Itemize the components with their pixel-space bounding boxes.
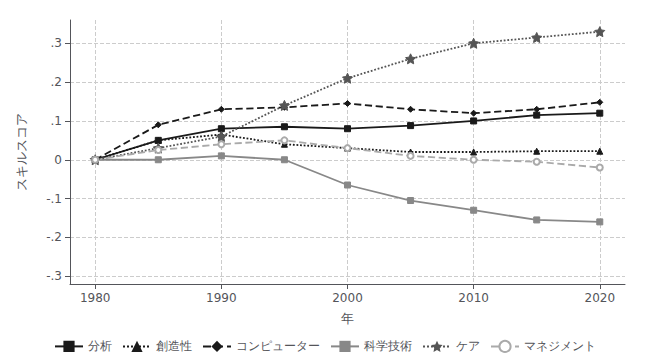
svg-text:-.2: -.2 xyxy=(46,230,62,244)
svg-text:1980: 1980 xyxy=(80,291,111,305)
svg-text:分析: 分析 xyxy=(88,339,112,353)
svg-text:スキルスコア: スキルスコア xyxy=(14,113,29,191)
svg-text:.3: .3 xyxy=(51,36,62,50)
svg-text:創造性: 創造性 xyxy=(156,339,192,353)
svg-text:2020: 2020 xyxy=(584,291,615,305)
svg-text:.1: .1 xyxy=(51,114,62,128)
svg-text:1990: 1990 xyxy=(206,291,237,305)
svg-text:科学技術: 科学技術 xyxy=(364,339,412,353)
svg-text:2010: 2010 xyxy=(458,291,489,305)
svg-text:-.1: -.1 xyxy=(46,192,62,206)
svg-text:マネジメント: マネジメント xyxy=(524,339,596,353)
svg-text:ケア: ケア xyxy=(456,339,480,353)
svg-text:年: 年 xyxy=(341,311,354,326)
svg-text:.2: .2 xyxy=(51,75,62,89)
svg-text:コンピューター: コンピューター xyxy=(236,339,320,353)
svg-text:2000: 2000 xyxy=(332,291,363,305)
svg-text:-.3: -.3 xyxy=(46,269,62,283)
svg-text:0: 0 xyxy=(54,153,62,167)
